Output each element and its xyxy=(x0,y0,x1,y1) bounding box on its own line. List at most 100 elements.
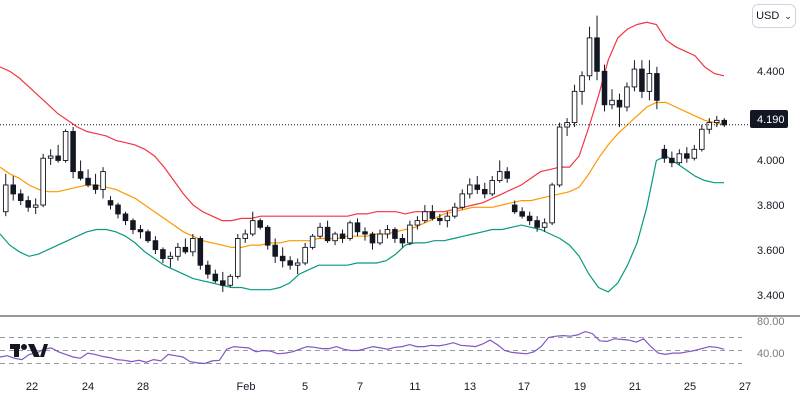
candle xyxy=(571,84,578,128)
candle xyxy=(347,220,353,241)
candle xyxy=(272,238,278,263)
candle xyxy=(369,231,376,250)
candle xyxy=(242,229,249,243)
candle xyxy=(714,115,720,128)
x-tick-label: 19 xyxy=(574,381,586,393)
candle xyxy=(302,242,308,266)
candle xyxy=(212,269,219,284)
candle xyxy=(541,218,548,232)
x-tick-label: 24 xyxy=(82,381,94,393)
candle xyxy=(579,71,585,105)
y-tick-label: 3.400 xyxy=(757,290,785,302)
candle xyxy=(25,196,31,212)
rsi-tick-label: 40.00 xyxy=(757,348,785,360)
candle xyxy=(205,260,211,279)
candles xyxy=(2,15,728,292)
candle xyxy=(646,60,653,101)
candle xyxy=(654,66,660,110)
candle xyxy=(339,229,346,243)
candle xyxy=(294,258,301,275)
candle xyxy=(257,218,263,230)
x-tick-label: 13 xyxy=(464,381,476,393)
candle xyxy=(407,220,413,246)
y-tick-label: 4.400 xyxy=(757,66,785,78)
candle xyxy=(279,247,286,268)
candle xyxy=(17,189,24,206)
candle xyxy=(399,234,406,248)
candle xyxy=(699,124,705,152)
candle xyxy=(601,64,608,112)
candle xyxy=(631,60,638,92)
candle xyxy=(32,198,39,214)
candle xyxy=(429,205,436,221)
candle xyxy=(616,93,623,128)
bb-lower-line xyxy=(0,155,724,293)
candle xyxy=(130,218,136,234)
candle xyxy=(609,89,615,110)
candle xyxy=(586,26,593,81)
candle xyxy=(249,211,256,237)
tradingview-logo[interactable] xyxy=(10,344,48,357)
candle xyxy=(639,60,645,99)
x-tick-label: 21 xyxy=(629,381,641,393)
candle xyxy=(122,211,129,226)
candle xyxy=(264,225,271,250)
x-tick-label: 22 xyxy=(26,381,38,393)
candle xyxy=(220,271,226,292)
bollinger-bands xyxy=(0,21,725,293)
candle xyxy=(661,144,668,163)
candle xyxy=(47,149,54,165)
currency-selector[interactable]: USD ⌄ xyxy=(752,4,796,28)
bb-middle-line xyxy=(0,101,725,248)
candle xyxy=(481,182,488,199)
candle xyxy=(474,176,481,194)
candle xyxy=(107,196,114,210)
last-price-label: 4.190 xyxy=(757,114,785,126)
x-tick-label: 5 xyxy=(302,381,308,393)
candle xyxy=(624,82,630,112)
bb-upper-line xyxy=(0,21,725,222)
x-tick-label: 11 xyxy=(409,381,420,393)
candle xyxy=(332,231,338,246)
candle xyxy=(197,236,204,270)
y-tick-label: 3.600 xyxy=(757,245,785,257)
candle xyxy=(70,127,76,179)
candle xyxy=(437,213,443,226)
candle xyxy=(40,153,46,208)
rsi-tick-label: 80.00 xyxy=(757,316,785,328)
candle xyxy=(519,207,525,219)
candle xyxy=(414,216,421,230)
y-tick-label: 4.000 xyxy=(757,155,785,167)
candle xyxy=(496,160,503,183)
candle xyxy=(234,234,241,279)
candle xyxy=(190,234,196,257)
candle xyxy=(287,256,293,270)
candle xyxy=(145,229,151,243)
x-tick-label: 25 xyxy=(684,381,696,393)
candle xyxy=(182,238,189,255)
candle xyxy=(452,202,458,219)
currency-label: USD xyxy=(756,10,780,22)
rsi-level-lines xyxy=(0,337,742,364)
candle xyxy=(354,218,361,237)
x-tick-label: 7 xyxy=(357,381,363,393)
candle xyxy=(691,144,698,161)
x-tick-label: 17 xyxy=(518,381,530,393)
candle xyxy=(511,200,518,214)
candle xyxy=(669,151,675,168)
candle xyxy=(467,178,473,199)
candle xyxy=(100,167,106,199)
candle xyxy=(152,236,159,255)
candle xyxy=(684,147,690,163)
candle xyxy=(676,149,683,165)
candle xyxy=(167,251,174,268)
candle xyxy=(2,173,9,217)
candle xyxy=(137,225,144,239)
chevron-down-icon: ⌄ xyxy=(784,10,792,21)
candle xyxy=(504,167,510,183)
candle xyxy=(534,216,540,232)
x-tick-label: 28 xyxy=(137,381,149,393)
candle xyxy=(362,227,368,241)
